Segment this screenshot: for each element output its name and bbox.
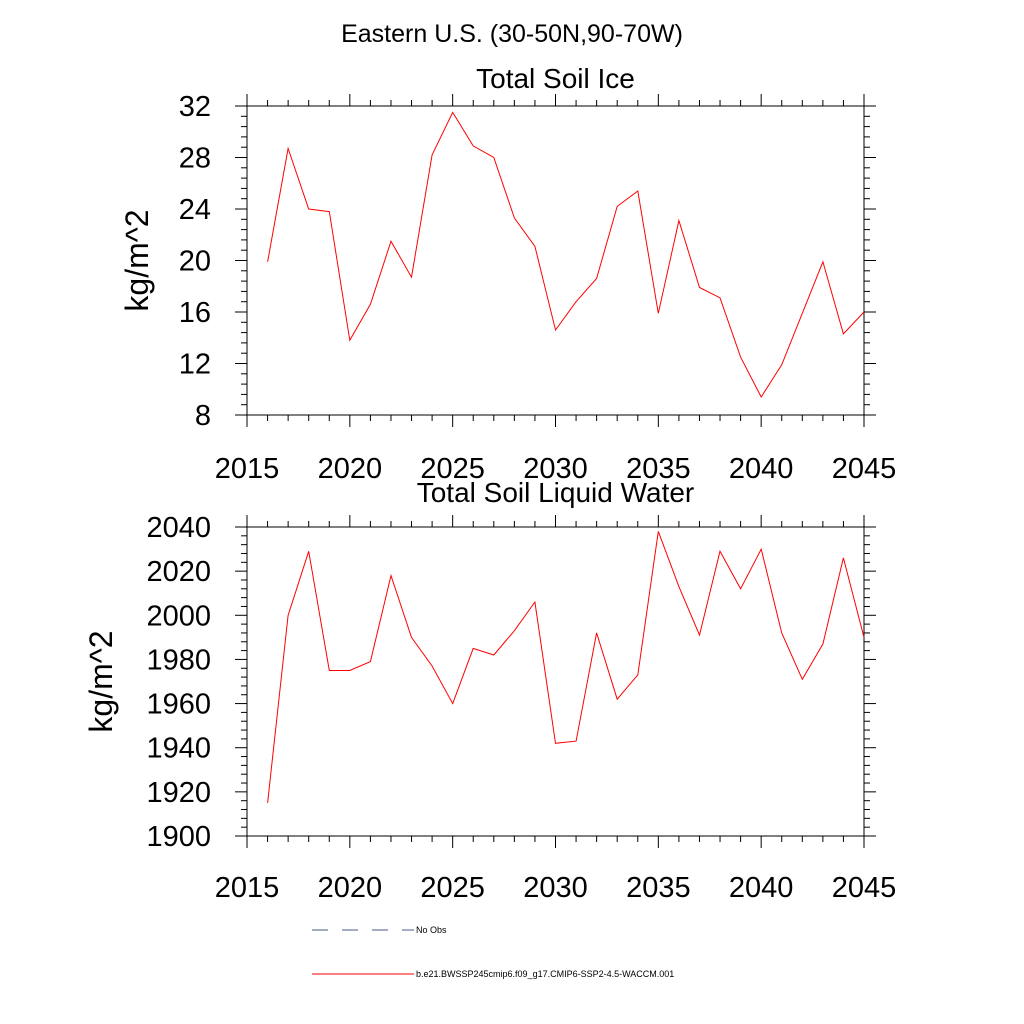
x-tick-label: 2030 — [523, 453, 588, 485]
y-tick-label: 32 — [179, 91, 211, 123]
y-axis-label: kg/m^2 — [119, 209, 155, 311]
x-tick-label: 2040 — [729, 872, 794, 904]
plot-frame — [246, 105, 865, 416]
y-tick-label: 2020 — [146, 556, 211, 588]
y-tick-label: 1900 — [146, 821, 211, 853]
y-tick-label: 2040 — [146, 512, 211, 544]
panel-title: Total Soil Ice — [476, 63, 635, 94]
y-axis-label: kg/m^2 — [83, 630, 119, 732]
x-tick-label: 2025 — [420, 453, 485, 485]
x-tick-label: 2020 — [318, 453, 383, 485]
x-tick-label: 2015 — [215, 453, 280, 485]
legend: No Obs b.e21.BWSSP245cmip6.f09_g17.CMIP6… — [312, 925, 674, 979]
x-tick-label: 2035 — [626, 453, 691, 485]
x-tick-label: 2035 — [626, 872, 691, 904]
y-tick-label: 1920 — [146, 777, 211, 809]
y-tick-label: 1960 — [146, 689, 211, 721]
plot-frame — [246, 526, 865, 837]
panel-title: Total Soil Liquid Water — [417, 477, 695, 508]
panel-total-soil-ice: Total Soil Ice kg/m^2 2015 2020 2025 2030 2035… — [119, 63, 896, 485]
y-tick-label: 1940 — [146, 733, 211, 765]
y-tick-label: 12 — [179, 349, 211, 381]
y-tick-label: 8 — [195, 400, 211, 432]
x-tick-label: 2020 — [318, 872, 383, 904]
y-tick-label: 20 — [179, 246, 211, 278]
y-tick-label: 28 — [179, 143, 211, 175]
panel-total-soil-liquid-water: Total Soil Liquid Water kg/m^2 2015 2020 202… — [83, 477, 896, 904]
x-tick-label: 2030 — [523, 872, 588, 904]
y-tick-label: 1980 — [146, 644, 211, 676]
x-tick-label: 2045 — [832, 453, 897, 485]
x-tick-label: 2045 — [832, 872, 897, 904]
y-tick-label: 24 — [179, 194, 211, 226]
series-line — [267, 111, 865, 399]
x-tick-label: 2015 — [215, 872, 280, 904]
legend-label-model: b.e21.BWSSP245cmip6.f09_g17.CMIP6-SSP2-4… — [416, 969, 674, 979]
figure-suptitle: Eastern U.S. (30-50N,90-70W) — [341, 20, 683, 48]
x-tick-label: 2025 — [420, 872, 485, 904]
y-tick-label: 2000 — [146, 600, 211, 632]
legend-label-no-obs: No Obs — [416, 925, 447, 935]
x-tick-label: 2040 — [729, 453, 794, 485]
y-tick-label: 16 — [179, 297, 211, 329]
series-line — [267, 531, 865, 803]
